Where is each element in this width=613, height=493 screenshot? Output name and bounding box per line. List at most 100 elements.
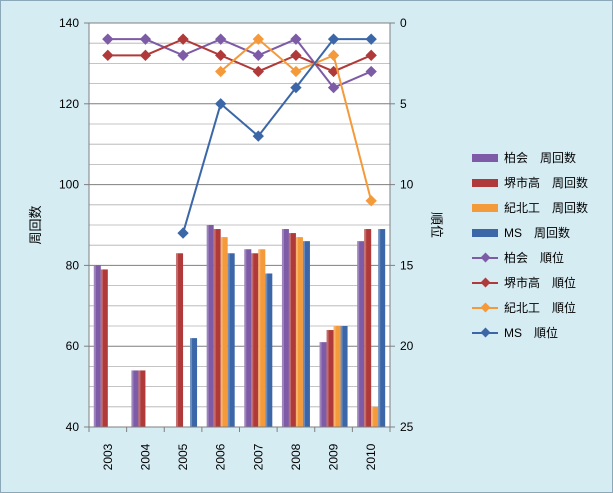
bar bbox=[176, 253, 184, 427]
bar-fill bbox=[93, 265, 101, 427]
bar-highlight bbox=[258, 249, 261, 427]
bar-fill bbox=[357, 241, 365, 427]
bar-fill bbox=[244, 249, 252, 427]
bar-highlight bbox=[326, 330, 329, 427]
point bbox=[252, 49, 264, 61]
left-tick-label: 140 bbox=[59, 16, 79, 30]
legend-entry: 柏会 周回数 bbox=[472, 150, 576, 165]
bar-fill bbox=[138, 370, 146, 427]
right-tick-label: 5 bbox=[400, 97, 407, 111]
bar-highlight bbox=[251, 253, 254, 427]
point bbox=[252, 130, 264, 142]
right-tick-label: 20 bbox=[400, 339, 414, 353]
bar bbox=[378, 229, 386, 427]
right-tick-label: 10 bbox=[400, 178, 414, 192]
bar-series-group bbox=[93, 225, 386, 428]
bar-highlight bbox=[302, 241, 305, 427]
x-tick-label: 2003 bbox=[101, 443, 115, 470]
x-tick-label: 2007 bbox=[251, 443, 265, 470]
bar bbox=[206, 225, 214, 427]
bar bbox=[93, 265, 101, 427]
legend-label: 紀北工 順位 bbox=[504, 300, 576, 315]
point bbox=[139, 33, 152, 45]
bar bbox=[302, 241, 310, 427]
bar-highlight bbox=[190, 338, 193, 427]
bar bbox=[319, 342, 327, 427]
bar bbox=[244, 249, 252, 427]
bar bbox=[288, 233, 296, 427]
legend-entry: 柏会 順位 bbox=[472, 250, 564, 265]
bar-fill bbox=[265, 273, 273, 427]
legend-marker bbox=[480, 277, 491, 288]
bar-highlight bbox=[244, 249, 247, 427]
legend-entry: MS 周回数 bbox=[472, 225, 570, 240]
legend-swatch bbox=[472, 204, 498, 212]
bar-highlight bbox=[333, 326, 336, 427]
legend-label: 柏会 周回数 bbox=[504, 150, 576, 165]
bar-highlight bbox=[220, 237, 223, 427]
point bbox=[139, 49, 152, 61]
bar-fill bbox=[190, 338, 198, 427]
bar-highlight bbox=[378, 229, 381, 427]
right-tick-label: 25 bbox=[400, 420, 414, 434]
point bbox=[365, 195, 377, 207]
bar-fill bbox=[100, 269, 108, 427]
bar-highlight bbox=[357, 241, 360, 427]
point bbox=[290, 49, 302, 61]
bar-fill bbox=[364, 229, 372, 427]
point bbox=[102, 33, 114, 45]
legend-label: 堺市高 順位 bbox=[504, 275, 576, 290]
right-tick-label: 15 bbox=[400, 258, 414, 272]
bar-highlight bbox=[131, 370, 134, 427]
bar-highlight bbox=[227, 253, 230, 427]
right-axis-title: 順位 bbox=[429, 212, 444, 238]
point bbox=[215, 33, 227, 45]
legend-entry: 堺市高 順位 bbox=[472, 275, 576, 290]
left-tick-label: 100 bbox=[59, 178, 79, 192]
bar-highlight bbox=[281, 229, 284, 427]
bar-fill bbox=[131, 370, 139, 427]
point bbox=[290, 33, 302, 45]
legend-entry: 紀北工 周回数 bbox=[472, 200, 588, 215]
bar bbox=[357, 241, 365, 427]
series-line bbox=[107, 37, 372, 89]
x-tick-label: 2008 bbox=[289, 443, 303, 470]
bar-fill bbox=[258, 249, 266, 427]
bar-highlight bbox=[206, 225, 209, 427]
bar-highlight bbox=[100, 269, 103, 427]
bar-highlight bbox=[340, 326, 343, 427]
legend-entry: 紀北工 順位 bbox=[472, 300, 576, 315]
point bbox=[177, 227, 189, 239]
bar-highlight bbox=[93, 265, 96, 427]
bar-highlight bbox=[265, 273, 268, 427]
x-tick-label: 2010 bbox=[364, 443, 378, 470]
series-line bbox=[107, 38, 372, 73]
bar-fill bbox=[378, 229, 386, 427]
bar-fill bbox=[176, 253, 184, 427]
bar-highlight bbox=[288, 233, 291, 427]
legend-swatch bbox=[472, 229, 498, 237]
point bbox=[327, 49, 340, 61]
bar-highlight bbox=[364, 229, 367, 427]
bar-highlight bbox=[319, 342, 322, 427]
bar-fill bbox=[319, 342, 327, 427]
left-axis-title: 周回数 bbox=[28, 205, 43, 244]
bar bbox=[213, 229, 221, 427]
legend-marker bbox=[480, 252, 491, 263]
bar-fill bbox=[281, 229, 289, 427]
bar-fill bbox=[340, 326, 348, 427]
bar-fill bbox=[288, 233, 296, 427]
bar-fill bbox=[371, 406, 379, 427]
axes: 40 60 80 100 120 140 0 5 10 15 20 25 2003 2004 2005 200… bbox=[28, 16, 444, 470]
bar-highlight bbox=[176, 253, 179, 427]
bar-highlight bbox=[138, 370, 141, 427]
left-tick-label: 120 bbox=[59, 97, 79, 111]
legend-label: 柏会 順位 bbox=[504, 250, 564, 265]
bar bbox=[295, 237, 303, 427]
bar-fill bbox=[227, 253, 235, 427]
bar bbox=[364, 229, 372, 427]
legend-label: 紀北工 周回数 bbox=[504, 200, 588, 215]
bar-highlight bbox=[371, 406, 374, 427]
